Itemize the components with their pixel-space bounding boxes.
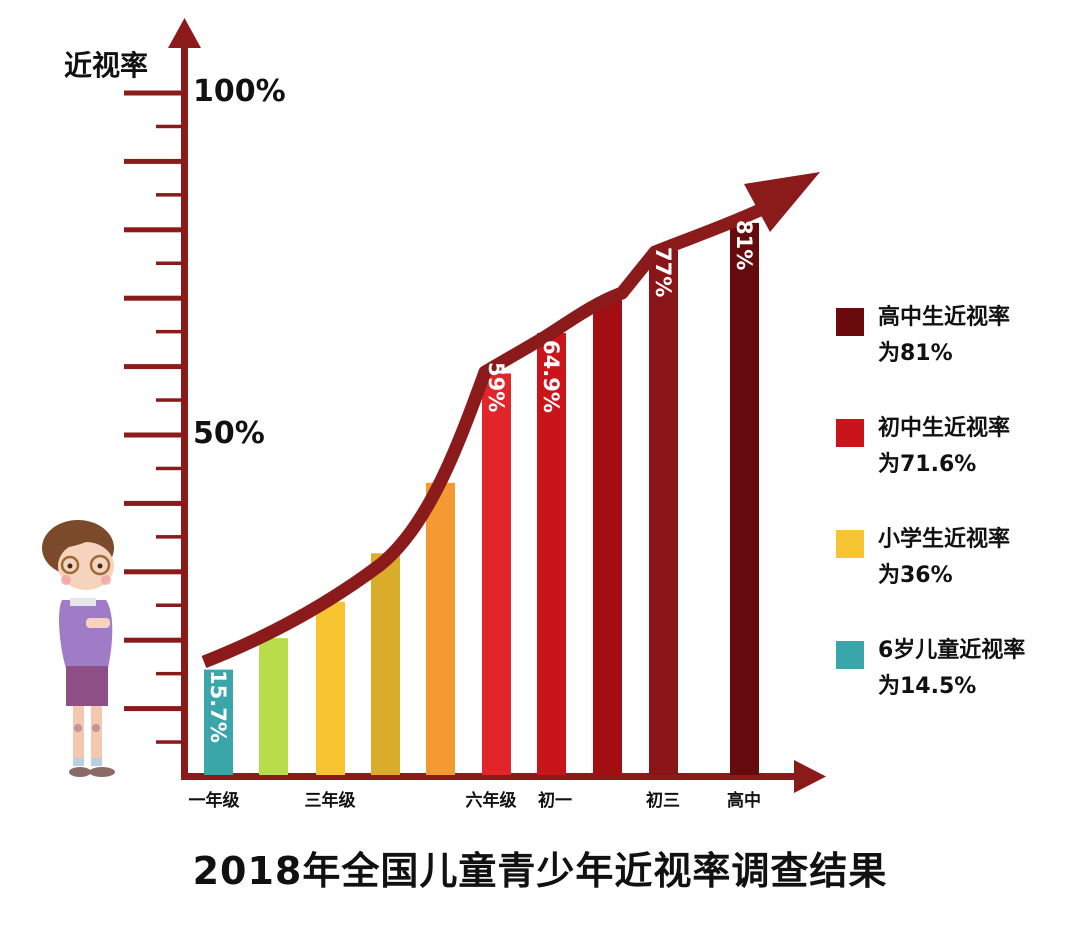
y-tick-mark [124, 569, 182, 575]
y-tick-mark [156, 603, 182, 607]
legend-value: 为36% [878, 563, 953, 588]
trend-arrow [201, 172, 820, 669]
y-tick-mark [156, 740, 182, 744]
bar-初一 [537, 333, 566, 775]
x-tick-label: 六年级 [465, 791, 517, 811]
y-tick-mark [124, 432, 182, 438]
y-tick-mark [156, 466, 182, 471]
bar-高中 [730, 222, 759, 775]
bar-二年级 [259, 638, 288, 775]
y-tick-mark [156, 398, 182, 402]
y-tick-mark [156, 329, 182, 334]
x-tick-label: 初一 [538, 791, 572, 811]
y-tick-mark [124, 364, 182, 370]
y-tick-mark [124, 706, 182, 712]
legend-value: 为14.5% [878, 674, 977, 699]
legend-swatch [836, 308, 864, 336]
y-tick-mark [124, 158, 182, 164]
y-tick-50: 50% [193, 416, 265, 451]
legend-swatch [836, 419, 864, 447]
legend-label: 高中生近视率 [878, 305, 1011, 330]
bar-初二 [593, 300, 622, 775]
x-tick-label: 一年级 [188, 791, 240, 811]
y-tick-mark [156, 193, 182, 197]
chart-title: 2018年全国儿童青少年近视率调查结果 [192, 849, 888, 893]
x-axis [181, 760, 826, 793]
bar-初三 [649, 250, 678, 775]
y-tick-mark [124, 500, 182, 506]
y-tick-mark [124, 637, 182, 643]
y-tick-mark [156, 535, 182, 539]
y-axis-arrow-icon [168, 18, 201, 48]
y-axis-ticks [124, 90, 182, 744]
bar-一年级 [204, 669, 233, 775]
y-axis-title: 近视率 [64, 49, 149, 82]
bar-value-label: 64.9% [539, 340, 563, 413]
bar-六年级 [482, 373, 511, 775]
bar-value-label: 15.7% [206, 670, 230, 743]
y-tick-mark [156, 261, 182, 265]
legend-swatch [836, 530, 864, 558]
x-tick-label: 三年级 [304, 791, 356, 811]
y-tick-mark [124, 295, 182, 301]
legend-label: 6岁儿童近视率 [878, 638, 1026, 663]
bar-value-label: 81% [732, 220, 756, 271]
bar-三年级 [316, 601, 345, 775]
legend-value: 为71.6% [878, 452, 977, 477]
bars-group [204, 222, 759, 775]
y-tick-100: 100% [193, 74, 286, 109]
child-illustration [42, 520, 115, 777]
trend-arrow-head-icon [744, 172, 820, 232]
x-axis-arrow-icon [794, 760, 826, 793]
bar-value-label: 59% [484, 362, 508, 413]
y-axis [124, 18, 201, 780]
legend-value: 为81% [878, 341, 953, 366]
legend-label: 小学生近视率 [878, 527, 1011, 552]
x-tick-label: 初三 [646, 791, 680, 811]
y-tick-mark [156, 124, 182, 129]
bar-四年级 [371, 553, 400, 775]
y-tick-mark [156, 671, 182, 676]
bar-value-label: 77% [651, 247, 675, 298]
bar-五年级 [426, 482, 455, 775]
legend-label: 初中生近视率 [878, 416, 1011, 441]
legend-swatch [836, 641, 864, 669]
y-tick-mark [124, 90, 182, 96]
y-tick-mark [124, 227, 182, 233]
x-tick-label: 高中 [727, 791, 761, 811]
